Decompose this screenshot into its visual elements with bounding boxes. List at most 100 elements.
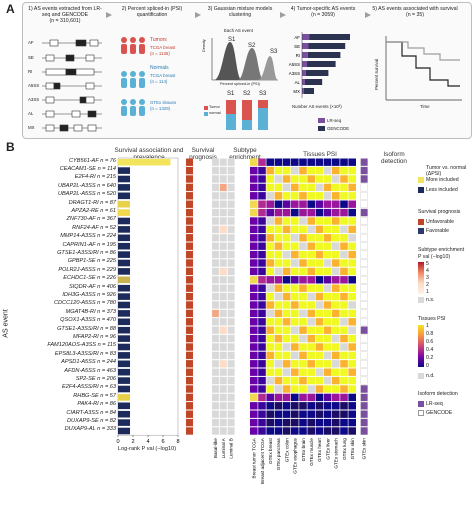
tissue-psi-cell: [266, 284, 274, 292]
legend-tvn-title: Tumor vs. normal (ΔPSI): [426, 165, 467, 177]
ts-bar-gencode: [307, 52, 341, 58]
tissue-psi-cell: [274, 175, 283, 183]
event-row-label: CEACAM1-SE n = 114: [59, 165, 116, 172]
tissue-psi-cell: [348, 234, 356, 242]
subtype-cell: [227, 309, 235, 318]
subtype-cell: [219, 158, 227, 167]
tissue-psi-cell: [323, 309, 332, 318]
tissue-psi-cell: [323, 242, 332, 250]
prognosis-cell: [186, 284, 193, 292]
tissue-psi-cell: [258, 385, 266, 393]
subtype-cell: [227, 368, 235, 377]
tissue-psi-cell: [274, 418, 283, 427]
isoform-cell: [360, 267, 368, 276]
tissue-psi-cell: [266, 385, 274, 393]
subtype-cell: [227, 275, 235, 284]
prognosis-cell: [186, 175, 193, 183]
event-row-label: AFDN-A5SS n = 463: [64, 367, 116, 374]
tissue-psi-cell: [282, 192, 291, 200]
tissue-psi-cell: [282, 318, 291, 326]
tissue-psi-cell: [291, 301, 299, 309]
tissue-psi-cell: [282, 301, 291, 309]
tissue-psi-cell: [258, 192, 266, 200]
tissue-psi-cell: [291, 200, 299, 208]
tissue-psi-cell: [315, 292, 324, 301]
tissue-psi-cell: [266, 259, 274, 267]
tissue-psi-cell: [274, 267, 283, 276]
tissue-psi-cell: [299, 427, 307, 435]
tissue-psi-cell: [282, 418, 291, 427]
survival-bar: [118, 209, 130, 216]
tissue-col-label: GTEx pancreas: [276, 438, 281, 471]
tissue-psi-cell: [307, 427, 315, 435]
tissue-col-label: GTEx breast: [268, 437, 273, 464]
tissue-psi-cell: [332, 234, 340, 242]
panel-b-letter: B: [6, 140, 15, 154]
tissue-col-label: GTEx colon: [284, 438, 289, 462]
tissue-psi-cell: [282, 410, 291, 418]
event-row-label: DUXAP9-SE n = 82: [67, 417, 116, 424]
tissue-psi-cell: [323, 259, 332, 267]
legend-ns-label: n.s.: [426, 297, 435, 303]
tissue-psi-cell: [250, 284, 258, 292]
gmm-clustering: Each AS event S1 S2 S3 Density Percent s…: [202, 28, 282, 134]
tissue-psi-cell: [323, 351, 332, 360]
subtype-cell: [211, 275, 220, 284]
tissue-psi-cell: [340, 360, 348, 368]
tissue-psi-cell: [315, 225, 324, 234]
subtype-cell: [211, 267, 220, 276]
tissue-psi-cell: [307, 183, 315, 192]
tissue-psi-cell: [332, 376, 340, 385]
tissue-psi-cell: [315, 402, 324, 410]
subtype-col-label: Basal-like: [213, 438, 218, 458]
prognosis-cell: [186, 427, 193, 435]
tissue-psi-cell: [291, 166, 299, 175]
tissue-psi-cell: [258, 393, 266, 402]
tissue-psi-cell: [258, 276, 266, 284]
tissue-psi-cell: [340, 217, 348, 225]
tissue-psi-cell: [299, 343, 307, 351]
tissue-psi-cell: [266, 326, 274, 334]
tissue-psi-cell: [323, 418, 332, 427]
tissue-psi-cell: [282, 259, 291, 267]
tissue-psi-cell: [315, 418, 324, 427]
isoform-cell: [360, 259, 368, 267]
tissue-psi-cell: [323, 410, 332, 418]
prognosis-cell: [186, 385, 193, 393]
people-icons: [121, 37, 145, 116]
tissue-psi-cell: [307, 242, 315, 250]
tissue-psi-cell: [258, 301, 266, 309]
tissue-psi-cell: [315, 234, 324, 242]
tissue-psi-cell: [291, 410, 299, 418]
isoform-cell: [360, 250, 368, 259]
tissue-psi-cell: [348, 192, 356, 200]
subtype-cell: [211, 250, 220, 259]
survival-bar: [118, 175, 130, 183]
subtype-cell: [219, 166, 227, 175]
tissue-psi-cell: [258, 267, 266, 276]
subtype-cell: [227, 292, 235, 301]
event-row-label: FAM120AOS-A3SS n = 115: [47, 342, 116, 349]
tissue-psi-cell: [332, 208, 340, 217]
tissue-psi-cell: [291, 343, 299, 351]
lrseq-label: LR-seq: [327, 118, 342, 123]
tissue-psi-cell: [340, 368, 348, 376]
subtype-cell: [227, 359, 235, 368]
event-row-label: DRAGT1-RI n = 87: [68, 199, 116, 206]
tissue-psi-cell: [315, 309, 324, 318]
isoform-cell: [360, 401, 368, 410]
tissue-psi-cell: [258, 376, 266, 385]
event-row-label: CDCC120-A5SS n = 780: [53, 300, 116, 307]
tissue-psi-cell: [323, 208, 332, 217]
legend-iso-gc-swatch: [418, 410, 424, 416]
tissue-psi-cell: [315, 175, 324, 183]
tissue-psi-cell: [315, 267, 324, 276]
tissue-psi-cell: [274, 200, 283, 208]
normals-label: Normals: [150, 65, 169, 71]
tissue-psi-cell: [332, 192, 340, 200]
cluster-s2: S2: [248, 43, 256, 49]
subtype-cell: [219, 410, 227, 419]
legend-tissue-tick-08: 0.8: [426, 331, 434, 337]
event-row-label: APZA2-RE n = 61: [71, 207, 116, 214]
tissue-psi-cell: [299, 385, 307, 393]
